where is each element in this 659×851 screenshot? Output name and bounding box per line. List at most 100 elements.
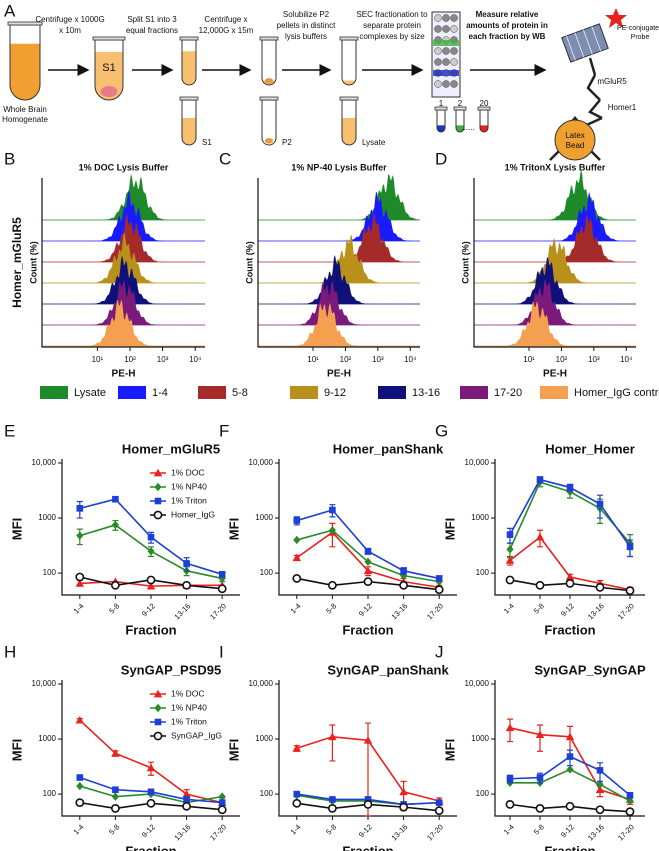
legend-swatch [540,386,568,399]
x-tick-label: 5-8 [107,601,121,615]
tube-liquid [480,125,488,132]
x-tick-label: 1-4 [72,822,86,836]
x-tick-label: 17-20 [425,822,445,842]
marker [505,556,515,564]
legend-label: 17-20 [494,387,522,399]
histogram-track [258,191,420,241]
histogram-track [474,214,636,262]
legend-label: 5-8 [232,387,248,399]
marker [75,715,84,724]
marker [76,505,84,512]
y-tick-label: 100 [476,789,490,798]
legend-label: 1% DOC [171,688,205,698]
marker [595,805,605,815]
error-bar [329,724,336,762]
legend-label: 1-4 [152,387,168,399]
y-axis-label: MFI [9,518,24,540]
panel-letter: A [4,1,16,20]
histogram-track [474,237,636,283]
sec-bead [434,80,442,88]
marker [183,796,190,803]
legend-marker [153,468,163,477]
tube-liquid [342,78,356,85]
sec-bead [442,58,450,66]
probe-star [605,8,627,28]
x-tick-label: 5-8 [324,822,338,836]
marker [76,531,84,540]
marker [363,736,373,744]
marker [363,577,373,587]
tube-label: P2 [282,138,292,147]
tube-label: Lysate [362,138,386,147]
marker [293,790,301,798]
marker [76,781,84,791]
y-tick-label: 1000 [255,734,273,743]
marker [566,484,574,491]
y-tick-label: 1000 [255,513,273,522]
legend-label: Homer_IgG control [574,387,659,399]
marker [596,500,604,508]
histogram-track [42,255,205,304]
y-tick-label: 10,000 [465,458,490,467]
antibody [561,23,609,63]
marker [399,787,408,796]
marker [435,799,443,806]
x-tick-label: 10³ [588,355,600,364]
step-label: complexes by size [359,32,425,41]
tube [455,109,465,133]
x-tick-label: 9-12 [357,601,374,618]
marker [400,571,408,580]
panel-letter: D [435,149,447,168]
y-axis-label: MFI [442,518,457,540]
x-tick-label: 13-16 [389,601,409,621]
y-tick-label: 10,000 [465,679,490,688]
x-tick-label: 10¹ [307,355,319,364]
x-tick-label: 1-4 [72,601,86,615]
series-line [510,768,631,802]
y-tick-label: 1000 [38,513,56,522]
tube-rim [7,21,43,26]
chart-title: SynGAP_panShank [327,662,449,677]
histogram-track [474,191,636,241]
x-tick-label: 9-12 [357,822,374,839]
marker [111,520,119,530]
marker [535,730,545,739]
x-tick-label: 10³ [372,355,384,364]
sec-bead [434,25,442,33]
y-tick-label: 100 [260,789,274,798]
x-tick-label: 17-20 [208,822,228,842]
x-tick-label: 17-20 [208,601,228,621]
legend-label: Lysate [74,387,106,399]
marker [292,744,301,752]
x-tick-label: 10⁴ [189,355,202,364]
axis [257,178,420,348]
y-tick-label: 10,000 [32,458,57,467]
protein-chain [579,57,603,130]
probe-label: Probe [631,34,650,41]
marker [400,567,407,575]
axis [61,680,240,817]
marker [217,805,227,815]
x-tick-label: 10³ [157,355,169,364]
x-axis-label: Fraction [342,843,393,851]
x-tick-label: 10¹ [523,355,535,364]
marker [566,753,574,760]
legend-marker [154,718,162,726]
chart-title: 1% TritonX Lysis Buffer [505,162,606,172]
step-label: separate protein [363,21,421,30]
tube [94,39,124,101]
tube-liquid [437,125,445,132]
legend-label: Homer_IgG [171,509,215,519]
marker [327,580,337,590]
tube [261,39,277,86]
x-tick-label: 13-16 [586,601,606,621]
sec-bead [442,80,450,88]
marker [327,803,337,813]
y-tick-label: 100 [43,568,57,577]
sec-bead [442,14,450,22]
step-label: Measure relative [476,10,539,19]
tube-text: S1 [102,62,115,74]
marker [505,723,515,732]
x-tick-label: 1-4 [289,601,303,615]
marker [435,575,443,582]
